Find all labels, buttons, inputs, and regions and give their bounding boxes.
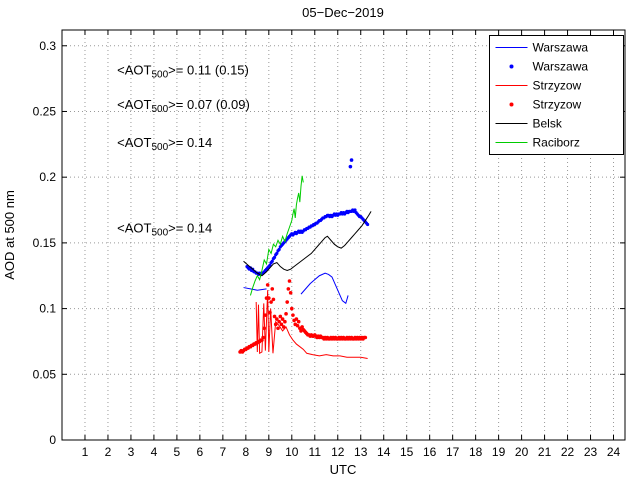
x-tick-label: 17 bbox=[446, 445, 460, 459]
legend-box bbox=[489, 35, 624, 155]
series-marker-strzyzow-scatter bbox=[276, 326, 280, 331]
series-line-raciborz-line bbox=[249, 175, 304, 296]
series-line-warszawa-line bbox=[243, 287, 267, 291]
series-marker-strzyzow-scatter bbox=[295, 323, 300, 328]
series-marker-warszawa-scatter bbox=[349, 158, 354, 162]
series bbox=[238, 158, 372, 360]
y-tick-label: 0.3 bbox=[39, 39, 56, 53]
series-line-warszawa-line bbox=[300, 272, 349, 305]
y-tick-label: 0.05 bbox=[33, 367, 57, 381]
x-tick-label: 14 bbox=[377, 445, 391, 459]
series-marker-strzyzow-scatter bbox=[291, 313, 295, 317]
plot-border bbox=[61, 29, 626, 441]
legend-label: Warszawa bbox=[533, 41, 589, 55]
x-tick-label: 16 bbox=[423, 445, 437, 459]
legend-label: Strzyzow bbox=[533, 98, 582, 112]
series-marker-strzyzow-scatter bbox=[265, 283, 270, 287]
series-marker-strzyzow-scatter bbox=[267, 296, 271, 300]
x-tick-label: 15 bbox=[400, 445, 414, 459]
aot-annotation: <AOT500>= 0.11 (0.15) bbox=[117, 63, 249, 81]
series-marker-strzyzow-scatter bbox=[270, 287, 275, 291]
series-marker-strzyzow-scatter bbox=[296, 319, 301, 324]
series-marker-strzyzow-scatter bbox=[263, 313, 268, 317]
legend-label: Belsk bbox=[533, 117, 563, 131]
x-tick-label: 5 bbox=[174, 445, 181, 459]
x-tick-label: 7 bbox=[220, 445, 227, 459]
series-marker-strzyzow-scatter bbox=[278, 314, 283, 319]
x-tick-label: 13 bbox=[354, 445, 368, 459]
series-marker-warszawa-scatter bbox=[348, 164, 353, 169]
x-tick-label: 1 bbox=[82, 445, 89, 459]
series-marker-strzyzow-scatter bbox=[279, 322, 284, 327]
y-tick-label: 0.25 bbox=[33, 104, 57, 118]
y-tick-label: 0.2 bbox=[39, 170, 56, 184]
series-marker-warszawa-scatter bbox=[275, 251, 279, 255]
series-marker-strzyzow-scatter bbox=[286, 287, 291, 291]
chart-title: 05−Dec−2019 bbox=[302, 5, 384, 20]
aot-annotation: <AOT500>= 0.07 (0.09) bbox=[117, 97, 250, 115]
series-marker-warszawa-scatter bbox=[277, 247, 281, 252]
series-marker-strzyzow-scatter bbox=[272, 314, 277, 319]
annotations: <AOT500>= 0.11 (0.15) <AOT500>= 0.07 (0.0… bbox=[117, 63, 250, 239]
x-tick-label: 21 bbox=[538, 445, 552, 459]
aot-annotation: <AOT500>= 0.14 bbox=[117, 135, 212, 153]
x-tick-label: 24 bbox=[607, 445, 621, 459]
series-marker-warszawa-scatter bbox=[272, 255, 277, 259]
x-tick-label: 9 bbox=[265, 445, 272, 459]
aot-annotation: <AOT500>= 0.14 bbox=[117, 220, 212, 238]
x-tick-label: 6 bbox=[197, 445, 204, 459]
series-marker-strzyzow-scatter bbox=[280, 317, 285, 321]
x-tick-label: 4 bbox=[151, 445, 158, 459]
x-tick-label: 3 bbox=[128, 445, 135, 459]
legend-label: Warszawa bbox=[533, 60, 589, 74]
x-tick-label: 20 bbox=[515, 445, 529, 459]
x-tick-label: 18 bbox=[469, 445, 483, 459]
x-tick-label: 2 bbox=[105, 445, 112, 459]
x-axis-label: UTC bbox=[330, 462, 357, 477]
series-line-belsk-line bbox=[243, 211, 372, 277]
series-marker-strzyzow-scatter bbox=[294, 317, 299, 321]
x-tick-label: 11 bbox=[309, 445, 322, 459]
x-tick-label: 10 bbox=[285, 445, 299, 459]
y-axis-label: AOD at 500 nm bbox=[2, 190, 17, 280]
series-marker-warszawa-scatter bbox=[366, 222, 370, 227]
legend-marker-sample bbox=[509, 64, 514, 69]
series-marker-strzyzow-scatter bbox=[269, 300, 273, 304]
series-marker-strzyzow-scatter bbox=[284, 312, 288, 316]
x-tick-label: 12 bbox=[331, 445, 345, 459]
legend-label: Raciborz bbox=[533, 136, 580, 150]
series-marker-strzyzow-scatter bbox=[363, 335, 368, 340]
x-tick-label: 8 bbox=[242, 445, 249, 459]
series-marker-strzyzow-scatter bbox=[275, 317, 279, 321]
series-marker-strzyzow-scatter bbox=[273, 322, 278, 327]
series-marker-strzyzow-scatter bbox=[271, 297, 276, 302]
series-marker-warszawa-scatter bbox=[353, 208, 357, 212]
series-marker-strzyzow-scatter bbox=[261, 335, 265, 340]
series-marker-strzyzow-scatter bbox=[283, 319, 287, 324]
series-marker-strzyzow-scatter bbox=[277, 319, 281, 324]
series-marker-strzyzow-scatter bbox=[268, 310, 272, 315]
legend: Warszawa Warszawa Strzyzow Strzyzow Belsk Rac… bbox=[489, 35, 624, 155]
x-tick-label: 22 bbox=[561, 445, 575, 459]
x-tick-label: 19 bbox=[492, 445, 506, 459]
series-marker-warszawa-scatter bbox=[268, 263, 272, 267]
axis-tick-labels: 1 2 3 4 5 6 7 8 9 10 11 12 13 14 15 16 17 18 19 20 21 22 23 240… bbox=[33, 39, 621, 459]
x-tick-label: 23 bbox=[584, 445, 598, 459]
series-marker-strzyzow-scatter bbox=[285, 300, 290, 304]
legend-marker-sample bbox=[509, 102, 514, 107]
y-tick-label: 0.1 bbox=[39, 302, 56, 316]
series-marker-strzyzow-scatter bbox=[262, 326, 267, 331]
y-tick-label: 0 bbox=[49, 433, 56, 447]
series-marker-strzyzow-scatter bbox=[281, 325, 286, 329]
y-tick-label: 0.15 bbox=[33, 236, 57, 250]
series-marker-strzyzow-scatter bbox=[289, 306, 294, 311]
series-marker-strzyzow-scatter bbox=[287, 279, 292, 283]
series-marker-warszawa-scatter bbox=[270, 259, 274, 263]
series-marker-strzyzow-scatter bbox=[288, 291, 293, 295]
legend-label: Strzyzow bbox=[533, 79, 582, 93]
series-line-strzyzow-line bbox=[255, 290, 368, 360]
axis-ticks bbox=[62, 30, 625, 441]
